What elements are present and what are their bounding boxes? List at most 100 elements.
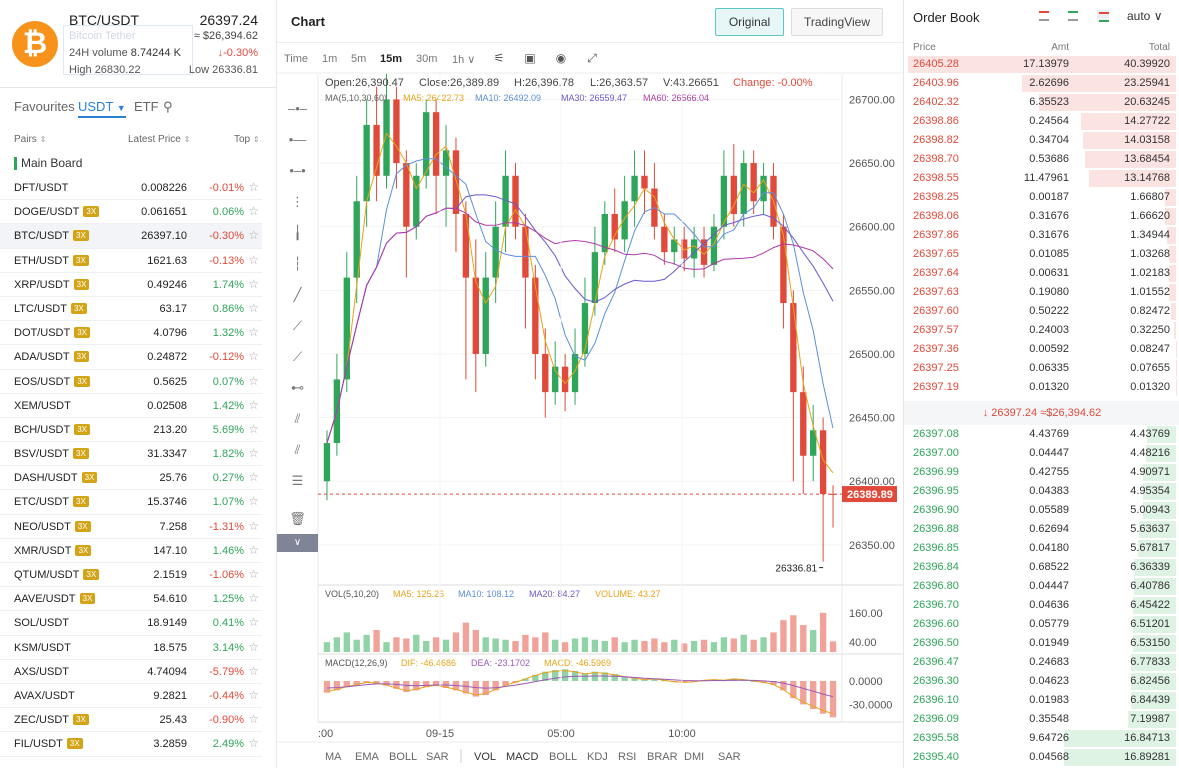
sort-price[interactable]: Latest Price ⇕ xyxy=(128,134,190,145)
pair-row[interactable]: BSV/USDT 3X 31.3347 1.82% ☆ xyxy=(0,442,262,467)
interval-1m[interactable]: 1m xyxy=(322,53,338,65)
ask-row[interactable]: 26398.82 0.34704 14.03158 xyxy=(904,131,1179,150)
parallel-lines-tool-icon[interactable]: ⫽ xyxy=(294,442,301,457)
bid-row[interactable]: 26396.90 0.05589 5.00943 xyxy=(904,501,1179,520)
favourite-star-icon[interactable]: ☆ xyxy=(248,494,259,509)
horizontal-ray-tool-icon[interactable]: •— xyxy=(288,132,307,147)
horizontal-segment-tool-icon[interactable]: •–• xyxy=(289,163,306,178)
bid-row[interactable]: 26395.40 0.04568 16.89281 xyxy=(904,748,1179,767)
ask-row[interactable]: 26397.25 0.06335 0.07655 xyxy=(904,359,1179,378)
pair-row[interactable]: NEO/USDT 3X 7.258 -1.31% ☆ xyxy=(0,515,262,539)
pair-row[interactable]: ZEC/USDT 3X 25.43 -0.90% ☆ xyxy=(0,708,262,733)
favourite-star-icon[interactable]: ☆ xyxy=(248,736,259,751)
pair-row[interactable]: LTC/USDT 3X 63.17 0.86% ☆ xyxy=(0,297,262,322)
pair-row[interactable]: QTUM/USDT 3X 2.1519 -1.06% ☆ xyxy=(0,563,262,588)
favourite-star-icon[interactable]: ☆ xyxy=(248,300,259,315)
tab-usdt[interactable]: USDT ▼ xyxy=(78,99,126,118)
bid-row[interactable]: 26396.84 0.68522 6.36339 xyxy=(904,558,1179,577)
pair-row[interactable]: DASH/USDT 3X 25.76 0.27% ☆ xyxy=(0,466,262,491)
ask-row[interactable]: 26402.32 6.35523 20.63245 xyxy=(904,93,1179,112)
favourite-star-icon[interactable]: ☆ xyxy=(248,567,259,581)
pair-row[interactable]: ETC/USDT 3X 15.3746 1.07% ☆ xyxy=(0,490,262,515)
bid-row[interactable]: 26396.47 0.24683 6.77833 xyxy=(904,653,1179,672)
favourite-star-icon[interactable]: ☆ xyxy=(248,325,259,340)
interval-1h-dropdown[interactable]: 1h ∨ xyxy=(452,54,476,66)
pair-row[interactable]: DOGE/USDT 3X 0.061651 0.06% ☆ xyxy=(0,200,262,225)
horizontal-line-tool-icon[interactable]: –•– xyxy=(287,101,307,116)
pair-row[interactable]: FIL/USDT 3X 3.2859 2.49% ☆ xyxy=(0,732,262,757)
ask-row[interactable]: 26398.55 11.47961 13.14768 xyxy=(904,169,1179,188)
pair-row[interactable]: XRP/USDT 3X 0.49246 1.74% ☆ xyxy=(0,273,262,297)
fibonacci-tool-icon[interactable]: ☰ xyxy=(291,473,304,488)
ask-row[interactable]: 26397.86 0.31676 1.34944 xyxy=(904,226,1179,245)
parallel-channel-tool-icon[interactable]: ⫽ xyxy=(294,411,301,426)
price-line-tool-icon[interactable]: ⊷ xyxy=(291,380,304,395)
bid-row[interactable]: 26397.00 0.04447 4.48216 xyxy=(904,444,1179,463)
book-both-icon[interactable] xyxy=(1038,10,1050,22)
pair-row[interactable]: XMR/USDT 3X 147.10 1.46% ☆ xyxy=(0,539,262,563)
ask-row[interactable]: 26403.96 2.62696 23.25941 xyxy=(904,74,1179,93)
bid-row[interactable]: 26396.80 0.04447 6.40786 xyxy=(904,577,1179,596)
indicator-button-dmi[interactable]: DMI xyxy=(684,751,704,763)
indicator-button-sar[interactable]: SAR xyxy=(718,751,741,763)
sort-pairs[interactable]: Pairs ⇕ xyxy=(14,134,46,145)
interval-5m[interactable]: 5m xyxy=(351,53,367,65)
screenshot-icon[interactable]: ◉ xyxy=(555,51,567,65)
bid-row[interactable]: 26396.60 0.05779 6.51201 xyxy=(904,615,1179,634)
favourite-star-icon[interactable]: ☆ xyxy=(248,639,259,654)
pair-row[interactable]: EOS/USDT 3X 0.5625 0.07% ☆ xyxy=(0,370,262,394)
favourite-star-icon[interactable]: ☆ xyxy=(248,615,259,630)
pair-row[interactable]: SOL/USDT 18.9149 0.41% ☆ xyxy=(0,611,262,636)
chart-type-icon[interactable]: ▣ xyxy=(524,51,536,65)
favourite-star-icon[interactable]: ☆ xyxy=(248,373,259,388)
favourite-star-icon[interactable]: ☆ xyxy=(248,470,259,485)
indicator-button-boll[interactable]: BOLL xyxy=(389,751,417,763)
pair-name[interactable]: BTC/USDT xyxy=(69,12,139,28)
trash-icon[interactable]: 🗑 xyxy=(289,511,306,526)
ask-row[interactable]: 26398.86 0.24564 14.27722 xyxy=(904,112,1179,131)
ask-row[interactable]: 26405.28 17.13979 40.39920 xyxy=(904,55,1179,74)
favourite-star-icon[interactable]: ☆ xyxy=(248,252,259,267)
bid-row[interactable]: 26396.10 0.01983 6.84439 xyxy=(904,691,1179,710)
pair-row[interactable]: AVAX/USDT 9.2821 -0.44% ☆ xyxy=(0,684,262,709)
bid-row[interactable]: 26396.88 0.62694 5.63637 xyxy=(904,520,1179,539)
indicator-button-rsi[interactable]: RSI xyxy=(618,751,636,763)
pair-row[interactable]: AAVE/USDT 3X 54.610 1.25% ☆ xyxy=(0,587,262,612)
ask-row[interactable]: 26398.70 0.53686 13.68454 xyxy=(904,150,1179,169)
pair-row[interactable]: DFT/USDT 0.008226 -0.01% ☆ xyxy=(0,176,262,201)
indicator-settings-icon[interactable]: ⚟ xyxy=(493,51,505,65)
bid-row[interactable]: 26397.08 4.43769 4.43769 xyxy=(904,425,1179,444)
bid-row[interactable]: 26395.58 9.64726 16.84713 xyxy=(904,729,1179,748)
segment-tool-icon[interactable]: ⟋ xyxy=(292,349,303,364)
ask-row[interactable]: 26397.60 0.50222 0.82472 xyxy=(904,302,1179,321)
ask-row[interactable]: 26397.19 0.01320 0.01320 xyxy=(904,378,1179,397)
tab-favourites[interactable]: Favourites xyxy=(14,99,75,114)
search-icon[interactable]: ⚲ xyxy=(163,99,173,114)
trend-line-tool-icon[interactable]: ╱ xyxy=(293,287,302,302)
sort-top[interactable]: Top ⇕ xyxy=(234,134,260,145)
pair-row[interactable]: AXS/USDT 4.74094 -5.79% ☆ xyxy=(0,660,262,684)
favourite-star-icon[interactable]: ☆ xyxy=(248,687,259,702)
indicator-button-ma[interactable]: MA xyxy=(325,751,342,763)
pair-row[interactable]: DOT/USDT 3X 4.0796 1.32% ☆ xyxy=(0,321,262,346)
ray-line-tool-icon[interactable]: ⟋ xyxy=(292,318,303,333)
bid-row[interactable]: 26396.99 0.42755 4.90971 xyxy=(904,463,1179,482)
indicator-button-ema[interactable]: EMA xyxy=(355,751,380,763)
vertical-ray-tool-icon[interactable]: ╽ xyxy=(293,225,302,240)
book-bids-icon[interactable] xyxy=(1067,10,1079,22)
indicator-button-kdj[interactable]: KDJ xyxy=(587,751,608,763)
pair-row[interactable]: BCH/USDT 3X 213.20 5.69% ☆ xyxy=(0,418,262,443)
favourite-star-icon[interactable]: ☆ xyxy=(248,397,259,412)
bid-row[interactable]: 26396.70 0.04636 6.45422 xyxy=(904,596,1179,615)
favourite-star-icon[interactable]: ☆ xyxy=(248,446,259,461)
fullscreen-icon[interactable]: ⤢ xyxy=(587,51,597,65)
favourite-star-icon[interactable]: ☆ xyxy=(248,276,259,291)
favourite-star-icon[interactable]: ☆ xyxy=(248,542,259,557)
book-precision-dropdown[interactable]: auto ∨ xyxy=(1127,9,1163,23)
bid-row[interactable]: 26396.95 0.04383 4.95354 xyxy=(904,482,1179,501)
pair-row[interactable]: ADA/USDT 3X 0.24872 -0.12% ☆ xyxy=(0,345,262,370)
tab-etf[interactable]: ETF xyxy=(134,99,159,114)
ask-row[interactable]: 26398.06 0.31676 1.66620 xyxy=(904,207,1179,226)
pair-row[interactable]: BTC/USDT 3X 26397.10 -0.30% ☆ xyxy=(0,224,262,249)
ask-row[interactable]: 26398.25 0.00187 1.66807 xyxy=(904,188,1179,207)
